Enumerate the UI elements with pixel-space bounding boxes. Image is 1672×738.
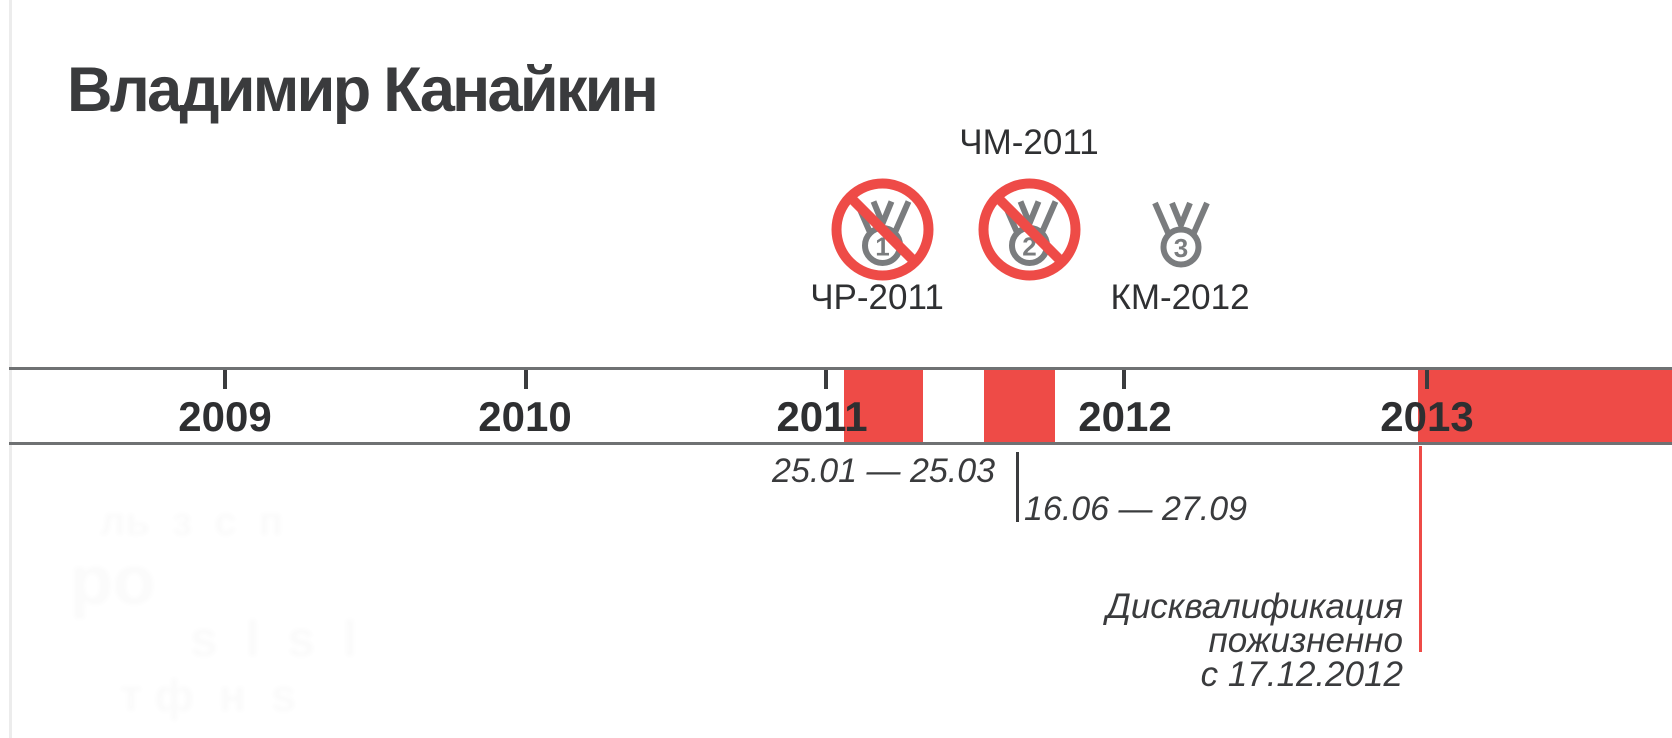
- svg-text:3: 3: [1174, 233, 1188, 263]
